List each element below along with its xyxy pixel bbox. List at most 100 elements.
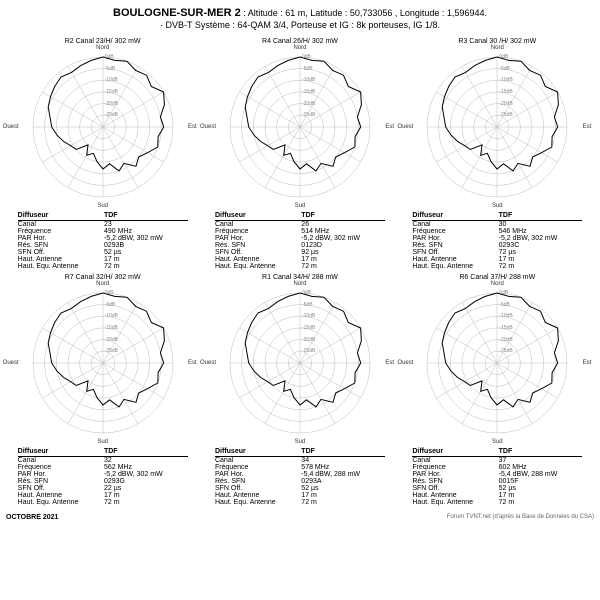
ring-label: -25dB [302, 348, 315, 354]
col-tdf: TDF [301, 211, 385, 221]
info-table: DiffuseurTDFCanal30Fréquence546 MHzPAR H… [412, 211, 582, 270]
col-diffuseur: Diffuseur [412, 447, 498, 457]
ring-label: -10dB [105, 313, 118, 319]
page-footer: OCTOBRE 2021 Forum TVNT.net (d'après la … [6, 514, 594, 521]
info-table: DiffuseurTDFCanal37Fréquence602 MHzPAR H… [412, 447, 582, 506]
ring-label: 0dB [499, 54, 508, 60]
ring-label: -25dB [105, 348, 118, 354]
direction-label: Ouest [200, 360, 216, 366]
col-tdf: TDF [499, 211, 583, 221]
ring-label: 0dB [499, 290, 508, 296]
direction-label: Ouest [3, 360, 19, 366]
chart-grid: R2 Canal 23/H/ 302 mWNordSudEstOuest-25d… [6, 38, 594, 506]
ring-label: -10dB [105, 77, 118, 83]
col-tdf: TDF [499, 447, 583, 457]
ring-label: 0dB [105, 290, 114, 296]
direction-label: Nord [491, 281, 504, 287]
antenna-panel: R6 Canal 37/H/ 288 mWNordSudEstOuest-25d… [401, 274, 594, 506]
ring-label: -15dB [105, 325, 118, 331]
antenna-panel: R2 Canal 23/H/ 302 mWNord Sud Est Ouest -25d… [6, 38, 199, 270]
ring-label: -5dB [499, 302, 510, 308]
direction-label: Ouest [397, 124, 413, 130]
page-header: BOULOGNE-SUR-MER 2 : Altitude : 61 m, La… [6, 6, 594, 32]
antenna-panel: R3 Canal 30 /H/ 302 mWNordSudEstOuest-25… [401, 38, 594, 270]
ring-label: -20dB [105, 337, 118, 343]
panel-title: R1 Canal 34/H/ 288 mW [262, 274, 338, 281]
info-table: DiffuseurTDFCanal26Fréquence514 MHzPAR H… [215, 211, 385, 270]
ring-label: 0dB [105, 54, 114, 60]
direction-label: Est [188, 360, 197, 366]
antenna-panel: R4 Canal 26/H/ 302 mWNord Sud Est Ouest -25d… [203, 38, 396, 270]
direction-label: Sud [97, 203, 108, 209]
panel-title: R2 Canal 23/H/ 302 mW [65, 38, 141, 45]
ring-label: -20dB [499, 337, 512, 343]
ring-label: -10dB [302, 313, 315, 319]
footer-credit: Forum TVNT.net (d'après la Base de Donné… [447, 514, 594, 521]
info-table: DiffuseurTDFCanal32Fréquence562 MHzPAR H… [18, 447, 188, 506]
ring-label: -5dB [105, 302, 116, 308]
direction-label: Nord [293, 281, 306, 287]
polar-chart: NordSudEstOuest-25dB-20dB-15dB-10dB-5dB0… [220, 283, 380, 443]
panel-title: R4 Canal 26/H/ 302 mW [262, 38, 338, 45]
direction-label: Nord [96, 45, 109, 51]
ring-label: -10dB [499, 77, 512, 83]
direction-label: Est [385, 360, 394, 366]
ring-label: -25dB [105, 112, 118, 118]
col-diffuseur: Diffuseur [412, 211, 498, 221]
footer-date: OCTOBRE 2021 [6, 514, 58, 521]
direction-label: Est [188, 124, 197, 130]
antenna-panel: R7 Canal 32/H/ 302 mWNord Sud Est Ouest -25d… [6, 274, 199, 506]
ring-label: -20dB [302, 337, 315, 343]
polar-chart: NordSudEstOuest-25dB-20dB-15dB-10dB-5dB0… [417, 283, 577, 443]
ring-label: -20dB [499, 101, 512, 107]
ring-label: -25dB [499, 348, 512, 354]
ring-label: -20dB [105, 101, 118, 107]
ring-label: -5dB [499, 66, 510, 72]
info-table: DiffuseurTDFCanal34Fréquence578 MHzPAR H… [215, 447, 385, 506]
direction-label: Sud [492, 203, 503, 209]
direction-label: Ouest [397, 360, 413, 366]
panel-title: R3 Canal 30 /H/ 302 mW [458, 38, 536, 45]
ring-label: -25dB [499, 112, 512, 118]
ring-label: -5dB [302, 302, 313, 308]
panel-title: R7 Canal 32/H/ 302 mW [65, 274, 141, 281]
direction-label: Sud [492, 439, 503, 445]
polar-chart: NordSudEstOuest-25dB-20dB-15dB-10dB-5dB0… [23, 47, 183, 207]
ring-label: -25dB [302, 112, 315, 118]
col-diffuseur: Diffuseur [18, 447, 104, 457]
system-line: · DVB-T Système : 64-QAM 3/4, Porteuse e… [160, 20, 440, 30]
ring-label: -15dB [499, 325, 512, 331]
site-name: BOULOGNE-SUR-MER 2 [113, 7, 241, 19]
col-diffuseur: Diffuseur [215, 211, 301, 221]
direction-label: Nord [96, 281, 109, 287]
ring-label: -15dB [302, 89, 315, 95]
ring-label: -20dB [302, 101, 315, 107]
ring-label: -10dB [499, 313, 512, 319]
direction-label: Est [583, 124, 592, 130]
info-table: DiffuseurTDFCanal23Fréquence490 MHzPAR H… [18, 211, 188, 270]
col-diffuseur: Diffuseur [18, 211, 104, 221]
ring-label: -5dB [302, 66, 313, 72]
direction-label: Sud [295, 203, 306, 209]
polar-chart: NordSudEstOuest-25dB-20dB-15dB-10dB-5dB0… [23, 283, 183, 443]
col-diffuseur: Diffuseur [215, 447, 301, 457]
direction-label: Nord [293, 45, 306, 51]
ring-label: 0dB [302, 290, 311, 296]
col-tdf: TDF [104, 447, 188, 457]
ring-label: -15dB [302, 325, 315, 331]
ring-label: -10dB [302, 77, 315, 83]
ring-label: -15dB [105, 89, 118, 95]
polar-chart: NordSudEstOuest-25dB-20dB-15dB-10dB-5dB0… [417, 47, 577, 207]
antenna-panel: R1 Canal 34/H/ 288 mWNord Sud Est Ouest -25d… [203, 274, 396, 506]
direction-label: Est [385, 124, 394, 130]
col-tdf: TDF [104, 211, 188, 221]
ring-label: 0dB [302, 54, 311, 60]
direction-label: Sud [295, 439, 306, 445]
direction-label: Ouest [200, 124, 216, 130]
direction-label: Ouest [3, 124, 19, 130]
col-tdf: TDF [301, 447, 385, 457]
panel-title: R6 Canal 37/H/ 288 mW [459, 274, 535, 281]
direction-label: Sud [97, 439, 108, 445]
ring-label: -5dB [105, 66, 116, 72]
direction-label: Est [583, 360, 592, 366]
